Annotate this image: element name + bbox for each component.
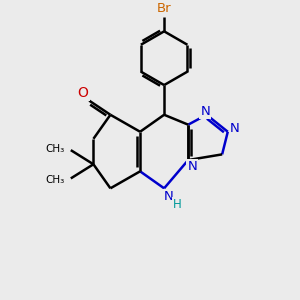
Text: Br: Br [157, 2, 172, 15]
Text: N: N [188, 160, 197, 173]
Text: N: N [230, 122, 240, 135]
Text: CH₃: CH₃ [46, 175, 65, 185]
Text: N: N [164, 190, 173, 203]
Text: N: N [200, 105, 210, 118]
Text: O: O [77, 86, 88, 100]
Text: H: H [173, 198, 182, 211]
Text: CH₃: CH₃ [46, 144, 65, 154]
